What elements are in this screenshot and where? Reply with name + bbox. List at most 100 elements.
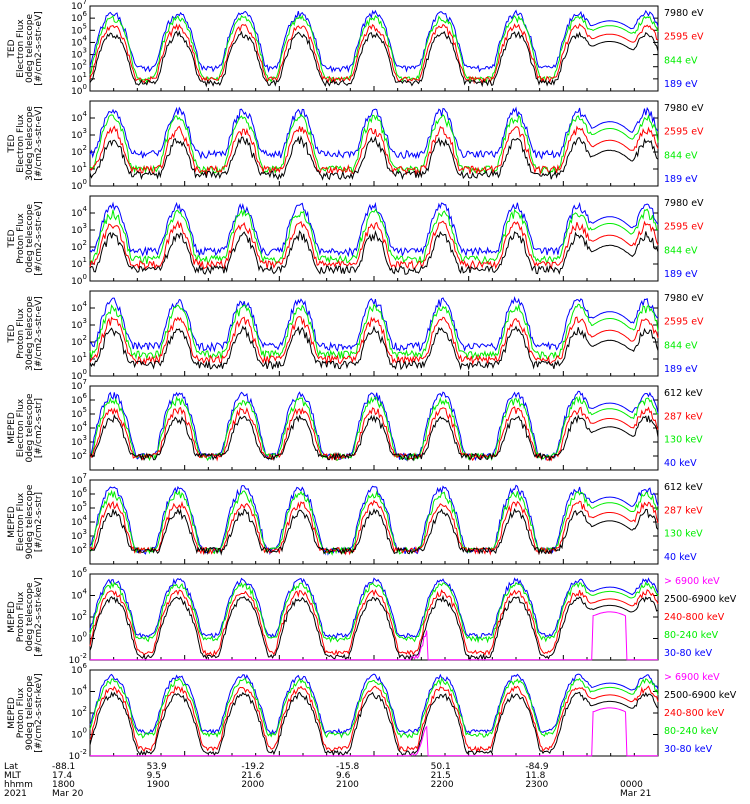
legend-label: 189 eV — [664, 364, 698, 375]
series-line-magenta — [90, 707, 658, 757]
y-axis-label: MEPED — [7, 506, 17, 538]
series-line-blue — [89, 484, 659, 556]
y-axis-label: Electron Flux — [16, 114, 26, 173]
y-tick-label: 103 — [71, 528, 87, 542]
y-tick-label: 102 — [71, 609, 87, 623]
legend-label: 287 keV — [664, 411, 703, 422]
y-axis-label: MEPED — [7, 412, 17, 444]
y-tick-label: 103 — [71, 317, 87, 331]
y-tick-label: 104 — [71, 684, 87, 698]
y-axis-label: [#/cm2-s-str-eV] — [34, 296, 44, 371]
series-line-magenta — [90, 611, 658, 661]
y-axis-label: TED — [7, 229, 17, 248]
y-tick-label: 100 — [71, 83, 87, 97]
series-line-green — [89, 677, 659, 739]
legend-label: 189 eV — [664, 269, 698, 280]
panel-frame — [89, 669, 659, 757]
x-tick-label-mlt: 17.4 — [52, 771, 72, 781]
series-line-red — [89, 220, 659, 271]
y-tick-label: 105 — [71, 406, 87, 420]
y-tick-label: 102 — [71, 239, 87, 253]
legend-label: 2500-6900 keV — [664, 594, 737, 605]
x-tick-label-lat: 53.9 — [147, 762, 167, 772]
series-line-blue — [89, 673, 659, 736]
x-tick-label-lat: -19.2 — [241, 762, 264, 772]
legend-label: 240-800 keV — [664, 708, 725, 719]
legend-label: 844 eV — [664, 245, 698, 256]
y-tick-label: 100 — [71, 631, 87, 645]
y-tick-label: 101 — [71, 351, 87, 365]
x-axis-row-label: hhmm — [4, 780, 33, 790]
series-line-green — [89, 581, 659, 644]
y-axis-label: [#/cm2-s-str-keV] — [34, 577, 44, 656]
x-tick-label-hhmm: 2100 — [336, 780, 359, 790]
y-axis-label: 90deg telescope — [25, 675, 35, 750]
y-tick-label: 104 — [71, 588, 87, 602]
x-tick-label-hhmm: 2300 — [525, 780, 548, 790]
y-axis-label: Proton Flux — [16, 308, 26, 359]
x-tick-label-date: Mar 20 — [52, 789, 84, 799]
legend-label: 844 eV — [664, 55, 698, 66]
x-axis-row-label: Lat — [4, 762, 19, 772]
y-axis-label: Proton Flux — [16, 213, 26, 264]
y-tick-label: 102 — [71, 448, 87, 462]
x-tick-label-lat: -88.1 — [52, 762, 75, 772]
series-line-blue — [89, 106, 659, 160]
legend-label: 2595 eV — [664, 127, 704, 138]
series-line-black — [89, 325, 659, 371]
series-line-blue — [89, 390, 659, 462]
series-line-red — [89, 589, 659, 657]
series-line-black — [89, 507, 659, 556]
y-tick-label: 102 — [71, 334, 87, 348]
y-tick-label: 105 — [71, 500, 87, 514]
legend-label: > 6900 keV — [664, 576, 720, 587]
series-line-black — [89, 30, 659, 88]
series-line-black — [89, 594, 659, 662]
y-axis-label: 90deg telescope — [25, 484, 35, 559]
y-axis-label: 0deg telescope — [25, 393, 35, 463]
x-axis-row-label: 2021 — [4, 789, 27, 799]
x-tick-label-hhmm: 1900 — [147, 780, 170, 790]
y-axis-label: [#/cm2-s-str-eV] — [34, 201, 44, 276]
y-axis-label: [#/cm2-s-str] — [34, 492, 44, 552]
series-line-black — [89, 691, 659, 757]
y-tick-label: 104 — [71, 420, 87, 434]
x-axis-row-label: MLT — [4, 771, 22, 781]
x-tick-label-lat: 50.1 — [431, 762, 451, 772]
y-axis-label: 0deg telescope — [25, 204, 35, 274]
legend-label: 189 eV — [664, 79, 698, 90]
y-tick-label: 104 — [71, 300, 87, 314]
series-line-green — [89, 208, 659, 265]
y-axis-label: Proton Flux — [16, 687, 26, 738]
y-tick-label: 106 — [71, 392, 87, 406]
x-tick-label-mlt: 9.5 — [147, 771, 161, 781]
legend-label: > 6900 keV — [664, 672, 720, 683]
y-axis-label: Electron Flux — [16, 19, 26, 78]
y-tick-label: 101 — [71, 161, 87, 175]
x-tick-label-hhmm: 1800 — [52, 780, 75, 790]
series-line-red — [89, 499, 659, 556]
legend-label: 189 eV — [664, 174, 698, 185]
x-tick-label-mlt: 21.6 — [241, 771, 261, 781]
y-axis-label: 30deg telescope — [25, 296, 35, 371]
y-axis-label: TED — [7, 134, 17, 153]
x-tick-label-date: Mar 21 — [620, 789, 651, 799]
y-axis-label: Proton Flux — [16, 591, 26, 642]
series-line-black — [89, 413, 659, 462]
y-axis-label: 30deg telescope — [25, 106, 35, 181]
legend-label: 2595 eV — [664, 317, 704, 328]
legend-label: 612 keV — [664, 388, 703, 399]
y-tick-label: 103 — [71, 127, 87, 141]
y-axis-label: [#/cm2-s-str-eV] — [34, 11, 44, 86]
y-axis-label: [#/cm2-s-str-eV] — [34, 106, 44, 181]
legend-label: 2500-6900 keV — [664, 690, 737, 701]
y-tick-label: 107 — [71, 472, 87, 486]
x-tick-label-hhmm: 2200 — [431, 780, 454, 790]
legend-label: 7980 eV — [664, 198, 704, 209]
x-tick-label-lat: -15.8 — [336, 762, 360, 772]
legend-label: 40 keV — [664, 458, 697, 469]
series-line-red — [89, 406, 659, 462]
y-tick-label: 100 — [71, 273, 87, 287]
y-axis-label: MEPED — [7, 601, 17, 633]
